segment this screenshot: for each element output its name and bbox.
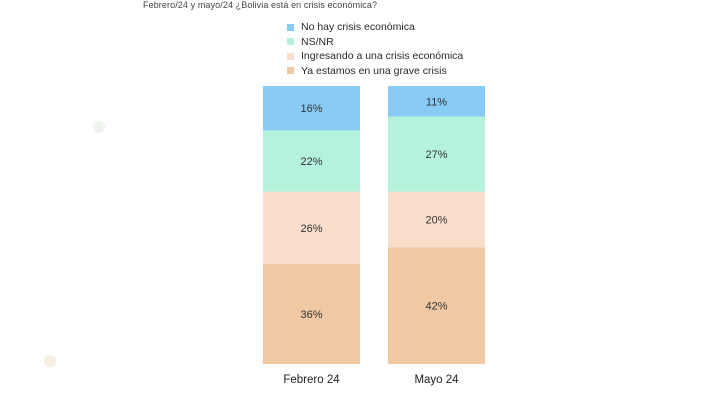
data-label: 11% bbox=[426, 96, 447, 108]
bar-segment bbox=[263, 130, 360, 192]
data-label: 26% bbox=[300, 223, 322, 235]
background-dot bbox=[93, 121, 105, 133]
data-label: 36% bbox=[300, 309, 322, 321]
bar-segment bbox=[388, 247, 485, 364]
data-label: 16% bbox=[300, 103, 322, 115]
bar-segment bbox=[388, 86, 485, 117]
data-label: 22% bbox=[300, 156, 322, 168]
bar-segment bbox=[263, 191, 360, 264]
legend-label: NS/NR bbox=[301, 35, 334, 48]
legend-swatch bbox=[287, 67, 294, 75]
legend-label: No hay crisis económica bbox=[301, 21, 415, 34]
category-label: Febrero 24 bbox=[283, 374, 340, 386]
chart-title: Febrero/24 y mayo/24 ¿Bolivia está en cr… bbox=[143, 0, 378, 10]
legend-swatch bbox=[287, 23, 294, 31]
category-label: Mayo 24 bbox=[414, 374, 459, 386]
legend-item: No hay crisis económica bbox=[287, 20, 463, 35]
legend-label: Ingresando a una crisis económica bbox=[301, 50, 464, 63]
legend-swatch bbox=[287, 52, 294, 60]
legend-item: NS/NR bbox=[287, 35, 463, 50]
chart-legend: No hay crisis económica NS/NR Ingresando a… bbox=[287, 20, 463, 78]
legend-item: Ingresando a una crisis económica bbox=[287, 49, 463, 64]
bar-segment bbox=[263, 86, 360, 131]
legend-swatch bbox=[287, 38, 294, 46]
legend-item: Ya estamos en una grave crisis bbox=[287, 64, 463, 79]
data-label: 27% bbox=[425, 149, 447, 161]
data-label: 20% bbox=[425, 214, 447, 226]
legend-label: Ya estamos en una grave crisis bbox=[301, 64, 447, 77]
data-label: 42% bbox=[425, 301, 447, 313]
bar-segment bbox=[388, 191, 485, 248]
bar-segment bbox=[388, 116, 485, 192]
bar-segment bbox=[263, 263, 360, 364]
background-dot bbox=[44, 355, 56, 367]
